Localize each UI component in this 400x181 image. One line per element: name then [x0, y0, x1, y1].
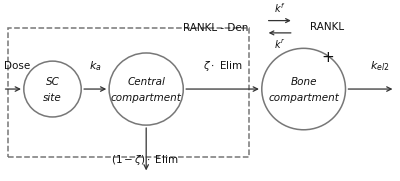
Text: RANKL - Den: RANKL - Den: [183, 23, 249, 33]
Text: Dose: Dose: [4, 61, 30, 71]
Text: SC: SC: [46, 77, 60, 87]
Text: Central: Central: [127, 77, 165, 87]
Text: site: site: [43, 93, 62, 103]
Text: $(1-\zeta)\cdot$ Elim: $(1-\zeta)\cdot$ Elim: [110, 153, 178, 167]
Text: $k^r$: $k^r$: [274, 38, 286, 51]
Text: $k_a$: $k_a$: [89, 59, 102, 73]
Text: $k^f$: $k^f$: [274, 1, 286, 15]
Text: +: +: [321, 50, 334, 65]
Text: $k_{el2}$: $k_{el2}$: [370, 59, 389, 73]
Text: $\zeta\cdot$ Elim: $\zeta\cdot$ Elim: [202, 59, 242, 73]
Text: Bone: Bone: [290, 77, 317, 87]
Text: compartment: compartment: [111, 93, 182, 103]
Text: RANKL: RANKL: [310, 22, 345, 32]
Bar: [8, 28, 249, 157]
Text: compartment: compartment: [268, 93, 339, 103]
